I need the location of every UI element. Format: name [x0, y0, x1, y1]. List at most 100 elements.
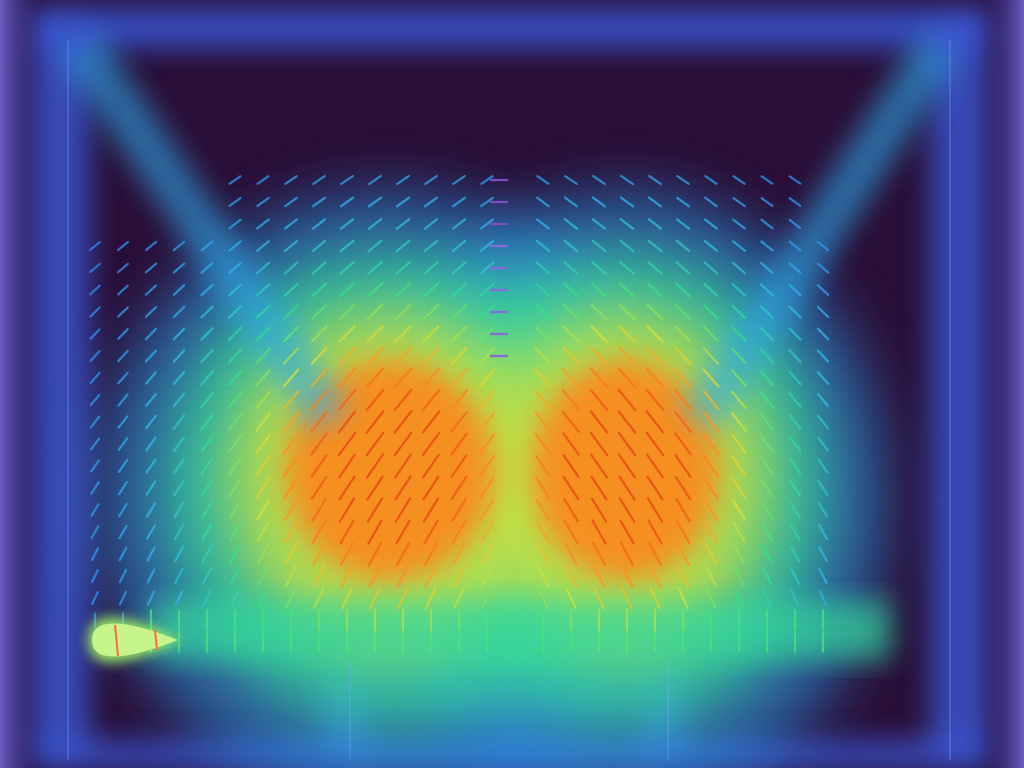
vector-stroke: [118, 590, 128, 606]
vector-stroke: [790, 589, 800, 607]
vector-stroke: [788, 457, 802, 475]
vector-stroke: [396, 564, 410, 588]
vector-stroke: [116, 262, 130, 274]
vector-stroke: [676, 196, 690, 208]
vector-stroke: [366, 475, 384, 501]
vector-stroke: [759, 413, 775, 431]
vector-stroke: [255, 412, 271, 432]
vector-stroke: [423, 239, 439, 253]
vector-stroke: [674, 475, 692, 501]
vector-stroke: [424, 196, 438, 208]
vector-stroke: [368, 174, 382, 186]
vector-stroke: [229, 566, 241, 586]
vector-stroke: [617, 346, 637, 366]
vector-stroke: [146, 524, 156, 540]
vector-stroke: [674, 325, 692, 343]
vector-stroke: [674, 410, 692, 434]
vector-stroke: [118, 568, 128, 584]
vector-stroke: [229, 522, 241, 542]
vector-stroke: [117, 371, 129, 385]
vector-stroke: [172, 284, 186, 296]
vector-stroke: [340, 175, 354, 185]
vector-stroke: [227, 391, 243, 409]
vector-stroke: [367, 196, 383, 208]
vector-stroke: [703, 240, 719, 252]
vector-stroke: [89, 284, 101, 296]
vector-stroke: [365, 346, 385, 366]
vector-stroke: [788, 305, 802, 319]
vector-stroke: [731, 347, 747, 365]
vector-stroke: [256, 240, 270, 252]
vector-stroke: [145, 502, 157, 518]
vector-stroke: [817, 480, 829, 496]
vector-stroke: [338, 475, 356, 501]
vector-stroke: [816, 349, 830, 363]
vector-stroke: [422, 497, 440, 523]
vector-stroke: [674, 389, 692, 411]
vector-stroke: [562, 432, 580, 456]
vector-stroke: [762, 588, 772, 608]
vector-stroke: [90, 481, 100, 495]
vector-stroke: [395, 261, 411, 275]
vector-stroke: [589, 453, 609, 479]
vector-stroke: [760, 218, 774, 230]
vector-stroke: [676, 564, 690, 588]
vector-stroke: [760, 175, 774, 185]
vector-stroke: [593, 586, 605, 610]
vector-stroke: [675, 261, 691, 275]
vector-stroke: [89, 306, 101, 318]
vector-stroke: [817, 458, 829, 474]
vector-stroke: [619, 261, 635, 275]
vector-stroke: [589, 388, 609, 412]
vector-stroke: [257, 543, 269, 565]
vector-stroke: [450, 304, 468, 320]
vector-stroke: [145, 327, 157, 341]
vector-stroke: [283, 304, 299, 320]
vector-stroke: [172, 327, 186, 341]
vector-stroke: [395, 541, 411, 567]
vector-stroke: [479, 261, 495, 275]
vector-stroke: [702, 454, 720, 478]
vector-stroke: [256, 218, 270, 230]
vector-stroke: [676, 175, 690, 185]
vector-stroke: [255, 477, 271, 499]
heat-blob: [285, 360, 495, 580]
vector-stroke: [451, 261, 467, 275]
vector-stroke: [703, 218, 719, 230]
vector-stroke: [535, 261, 551, 275]
vector-stroke: [422, 303, 440, 321]
vector-stroke: [282, 433, 300, 455]
vector-stroke: [310, 476, 328, 500]
vector-stroke: [366, 325, 384, 343]
vector-stroke: [816, 371, 830, 385]
vector-stroke: [702, 390, 720, 410]
vector-stroke: [788, 218, 802, 230]
vector-stroke: [200, 348, 214, 364]
vector-stroke: [479, 304, 495, 320]
vector-stroke: [228, 305, 242, 319]
vector-stroke: [145, 458, 157, 474]
vector-stroke: [760, 240, 774, 252]
vector-stroke: [91, 590, 99, 606]
vector-stroke: [450, 368, 468, 388]
vector-stroke: [397, 586, 409, 610]
vector-stroke: [255, 347, 271, 365]
vector-stroke: [228, 197, 242, 207]
vector-stroke: [145, 480, 157, 496]
vector-stroke: [646, 282, 664, 298]
vector-stroke: [733, 566, 745, 586]
vector-stroke: [702, 325, 720, 343]
vector-stroke: [450, 389, 468, 411]
vector-stroke: [282, 347, 300, 365]
vector-stroke: [452, 196, 466, 208]
vector-stroke: [590, 475, 608, 501]
vector-stroke: [818, 568, 828, 584]
vector-stroke: [144, 240, 158, 252]
vector-stroke: [255, 283, 271, 297]
vector-stroke: [117, 393, 129, 407]
vector-stroke: [535, 218, 551, 230]
vector-stroke: [200, 479, 214, 497]
vector-stroke: [89, 393, 101, 407]
vector-stroke: [365, 431, 385, 457]
vector-stroke: [561, 389, 581, 411]
